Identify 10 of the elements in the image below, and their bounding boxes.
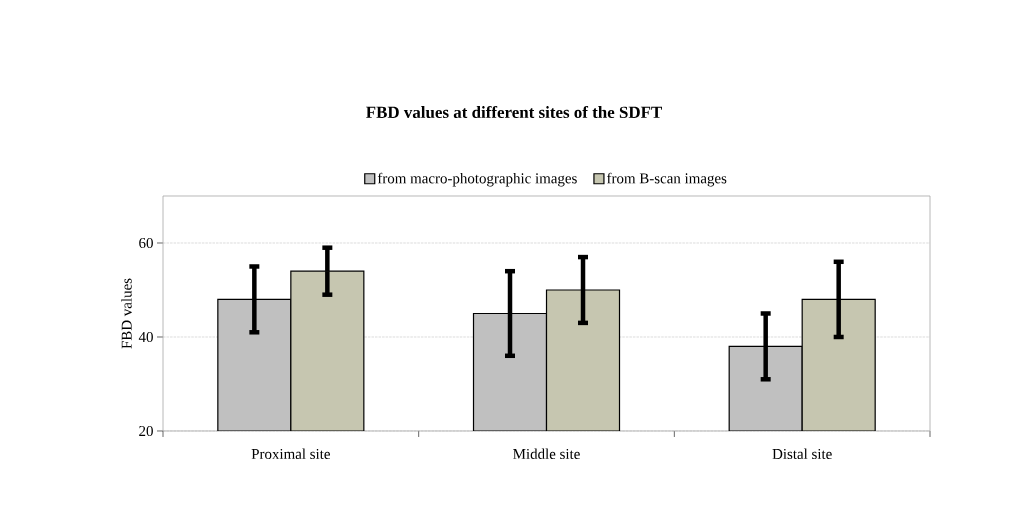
- legend-label: from macro-photographic images: [377, 172, 577, 187]
- x-tick-label: Proximal site: [251, 448, 330, 460]
- legend-label: from B-scan images: [606, 172, 727, 187]
- chart-title: FBD values at different sites of the SDFT: [366, 105, 662, 119]
- y-tick-label: 60: [139, 237, 153, 249]
- x-tick-label: Middle site: [513, 448, 580, 460]
- y-axis-title: FBD values: [121, 278, 132, 349]
- y-tick-label: 40: [138, 331, 153, 343]
- y-tick-label: 20: [139, 425, 153, 437]
- x-tick-label: Distal site: [772, 448, 832, 460]
